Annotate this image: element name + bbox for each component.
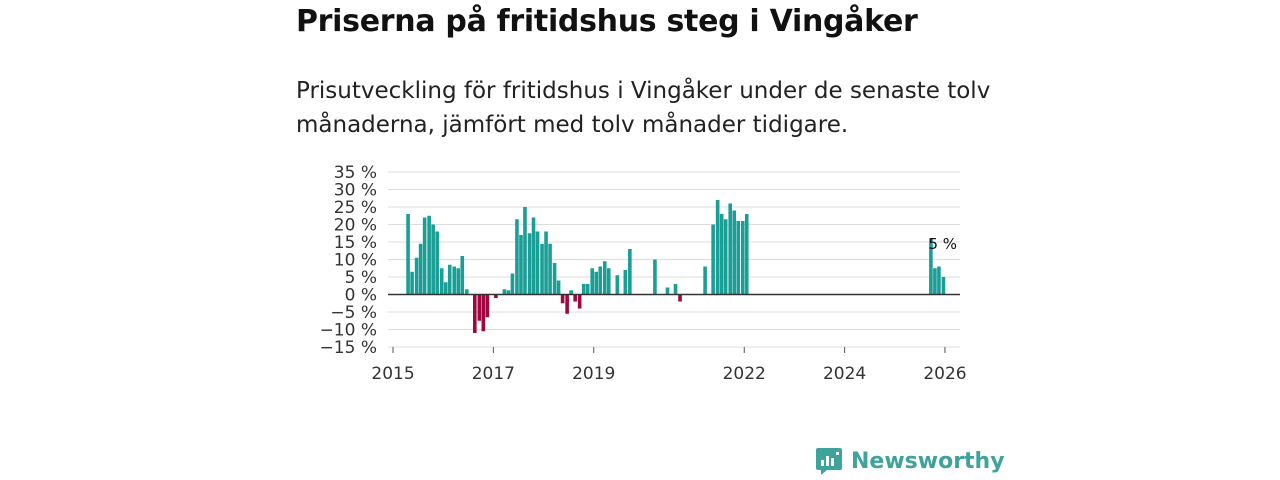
bar xyxy=(439,268,444,295)
bar xyxy=(435,231,439,295)
bar xyxy=(443,282,448,295)
bar xyxy=(590,268,595,295)
bar xyxy=(577,294,582,309)
y-tick-label: 15 % xyxy=(334,233,377,253)
bar xyxy=(678,294,682,302)
bar xyxy=(736,221,741,295)
y-tick-label: 25 % xyxy=(334,198,377,218)
bar xyxy=(540,243,544,295)
bar xyxy=(560,294,565,304)
y-tick-label: 20 % xyxy=(334,216,377,236)
bar xyxy=(623,270,628,295)
value-annotation: 5 % xyxy=(928,235,957,253)
y-tick-label: 30 % xyxy=(334,181,377,201)
y-tick-label: 0 % xyxy=(345,286,377,306)
bar xyxy=(606,268,611,295)
x-tick-label: 2022 xyxy=(723,364,766,384)
chart-title: Priserna på fritidshus steg i Vingåker xyxy=(296,4,918,39)
bar xyxy=(531,217,536,295)
bar xyxy=(673,284,678,295)
y-tick-label: −15 % xyxy=(320,338,377,358)
bar xyxy=(573,294,577,302)
bar xyxy=(544,231,548,295)
bar xyxy=(456,268,461,295)
y-tick-label: −5 % xyxy=(330,303,377,323)
bar xyxy=(565,294,569,314)
bar xyxy=(523,207,527,295)
y-tick-label: 35 % xyxy=(334,163,377,183)
bar xyxy=(719,214,724,295)
x-tick-label: 2019 xyxy=(572,364,615,384)
bar xyxy=(510,273,515,295)
bar xyxy=(723,219,728,295)
bar xyxy=(427,215,431,295)
y-tick-label: 10 % xyxy=(334,251,377,271)
bar xyxy=(460,256,465,295)
bar xyxy=(406,214,410,295)
bar xyxy=(715,200,720,295)
bar xyxy=(602,261,607,295)
x-tick-label: 2026 xyxy=(923,364,966,384)
bar xyxy=(431,224,435,295)
bar xyxy=(569,290,573,295)
bar xyxy=(744,214,749,295)
bar xyxy=(447,264,452,295)
bar xyxy=(464,289,469,295)
bar xyxy=(502,289,507,295)
bar xyxy=(552,263,557,295)
bar xyxy=(548,243,552,295)
bar xyxy=(728,203,732,295)
bar xyxy=(665,287,670,295)
x-tick-label: 2017 xyxy=(472,364,515,384)
bar xyxy=(527,233,532,295)
bar xyxy=(941,277,946,295)
bar xyxy=(556,280,561,295)
bar xyxy=(494,294,498,298)
bar xyxy=(414,257,419,295)
newsworthy-logo-icon xyxy=(816,448,842,475)
bar xyxy=(628,249,632,295)
bar xyxy=(711,224,715,295)
x-tick-label: 2015 xyxy=(371,364,414,384)
brand-logo: Newsworthy xyxy=(815,446,1005,476)
bar xyxy=(422,217,427,295)
bar xyxy=(937,266,941,295)
bar xyxy=(485,294,490,318)
bar xyxy=(477,294,482,321)
y-tick-label: 5 % xyxy=(345,268,377,288)
bar xyxy=(481,294,486,332)
y-tick-label: −10 % xyxy=(320,321,377,341)
bar xyxy=(581,284,586,295)
bar xyxy=(598,266,603,295)
brand-name: Newsworthy xyxy=(851,448,1005,474)
bar xyxy=(506,290,511,295)
bar xyxy=(740,221,745,295)
bar xyxy=(653,259,657,295)
chart-subtitle: Prisutveckling för fritidshus i Vingåker… xyxy=(296,78,991,138)
bar xyxy=(410,271,414,295)
bar xyxy=(594,271,599,295)
bar xyxy=(929,238,933,295)
bar xyxy=(452,266,457,295)
bar xyxy=(519,235,523,295)
bar xyxy=(535,231,540,295)
bar xyxy=(732,210,737,295)
bar xyxy=(515,219,519,295)
bar xyxy=(418,243,423,295)
bar xyxy=(933,268,937,295)
bar xyxy=(615,275,620,295)
bar xyxy=(703,266,707,295)
x-tick-label: 2024 xyxy=(823,364,866,384)
bar xyxy=(585,284,590,295)
bar xyxy=(473,294,477,333)
